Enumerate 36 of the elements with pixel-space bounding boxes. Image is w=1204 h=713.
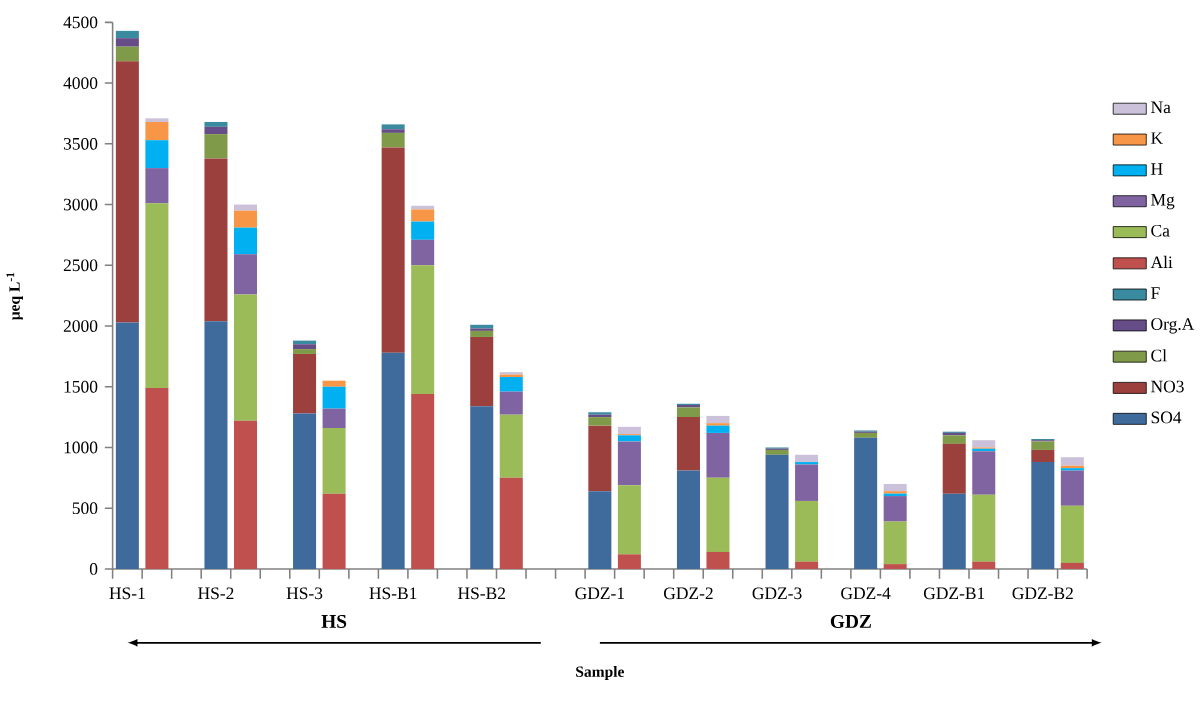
x-tick-label: GDZ-B1 xyxy=(923,587,985,600)
x-tick-label: HS-1 xyxy=(109,587,145,600)
legend-label: NO3 xyxy=(1151,380,1184,393)
x-tick-label: GDZ-B2 xyxy=(1012,587,1073,600)
y-tick-label: 4000 xyxy=(63,77,98,90)
x-tick-label: GDZ-2 xyxy=(664,587,713,600)
y-tick-label: 3500 xyxy=(63,137,98,150)
y-tick-label: 4500 xyxy=(63,16,98,29)
legend-label: Ali xyxy=(1150,255,1173,268)
x-tick-label: GDZ-4 xyxy=(841,587,891,600)
x-tick-label: HS-3 xyxy=(286,587,323,600)
y-tick-label: 2000 xyxy=(63,320,98,332)
legend-label: F xyxy=(1151,287,1160,299)
x-axis-title: Sample xyxy=(576,666,624,681)
legend-label: K xyxy=(1151,132,1163,144)
text: GDZ xyxy=(830,615,871,629)
legend-label: Org.A xyxy=(1151,318,1195,334)
legend-label: Ca xyxy=(1151,224,1170,237)
x-tick-label: HS-B1 xyxy=(369,587,417,600)
legend-label: Mg xyxy=(1151,194,1175,210)
text: HS xyxy=(321,615,347,629)
y-tick-label: 0 xyxy=(89,563,98,575)
x-tick-label: GDZ-3 xyxy=(752,587,802,600)
y-axis-title: μeq L$^{-1}$ xyxy=(6,272,23,321)
legend-label: H xyxy=(1151,163,1163,175)
legend-label: SO4 xyxy=(1151,411,1182,424)
x-tick-label: HS-B2 xyxy=(458,587,505,600)
x-tick-label: HS-2 xyxy=(198,587,234,600)
y-tick-label: 1500 xyxy=(64,380,98,393)
legend-label: Cl xyxy=(1151,349,1167,362)
legend-label: Na xyxy=(1151,101,1171,114)
y-tick-label: 500 xyxy=(72,502,98,515)
y-tick-label: 3000 xyxy=(63,198,98,211)
x-tick-label: GDZ-1 xyxy=(575,587,625,600)
y-tick-label: 1000 xyxy=(64,441,98,454)
y-tick-label: 2500 xyxy=(63,259,98,272)
